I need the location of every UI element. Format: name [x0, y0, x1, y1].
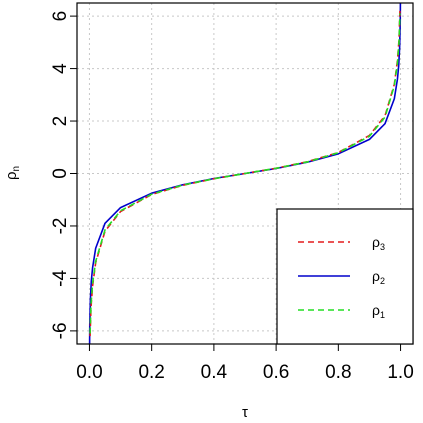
y-tick-label: 0	[50, 168, 71, 179]
x-tick-label: 0.4	[201, 362, 228, 383]
x-axis: 0.0 0.2 0.4 0.6 0.8 1.0	[76, 344, 414, 383]
x-axis-label: τ	[242, 404, 248, 421]
series-line-ρ1	[89, 13, 401, 334]
legend-label-sub: 1	[380, 310, 385, 320]
legend-label-main: ρ	[372, 268, 380, 284]
y-axis-label-main: ρ	[3, 172, 20, 181]
x-tick-label: 0.2	[138, 362, 164, 383]
y-axis: -6 -4 -2 0 2 4 6	[50, 11, 77, 339]
y-tick-label: -6	[50, 322, 71, 339]
legend-label-sub: 3	[380, 242, 385, 252]
x-tick-label: 0.8	[325, 362, 351, 383]
x-tick-label: 0.6	[263, 362, 289, 383]
legend-label-main: ρ	[372, 302, 380, 318]
y-tick-label: 4	[50, 63, 71, 74]
y-tick-label: -2	[50, 218, 71, 235]
legend-label-main: ρ	[372, 234, 380, 250]
y-tick-label: 6	[50, 11, 71, 22]
x-tick-label: 0.0	[76, 362, 102, 383]
legend-label-sub: 2	[380, 276, 385, 286]
y-axis-label: ρn	[3, 166, 22, 180]
y-axis-label-sub: n	[11, 166, 22, 172]
y-tick-label: -4	[50, 270, 71, 287]
legend-label: ρ1	[372, 302, 385, 320]
y-tick-label: 2	[50, 116, 71, 127]
curves	[88, 2, 402, 345]
x-tick-label: 1.0	[387, 362, 413, 383]
legend-label: ρ3	[372, 234, 385, 252]
legend-label: ρ2	[372, 268, 385, 286]
